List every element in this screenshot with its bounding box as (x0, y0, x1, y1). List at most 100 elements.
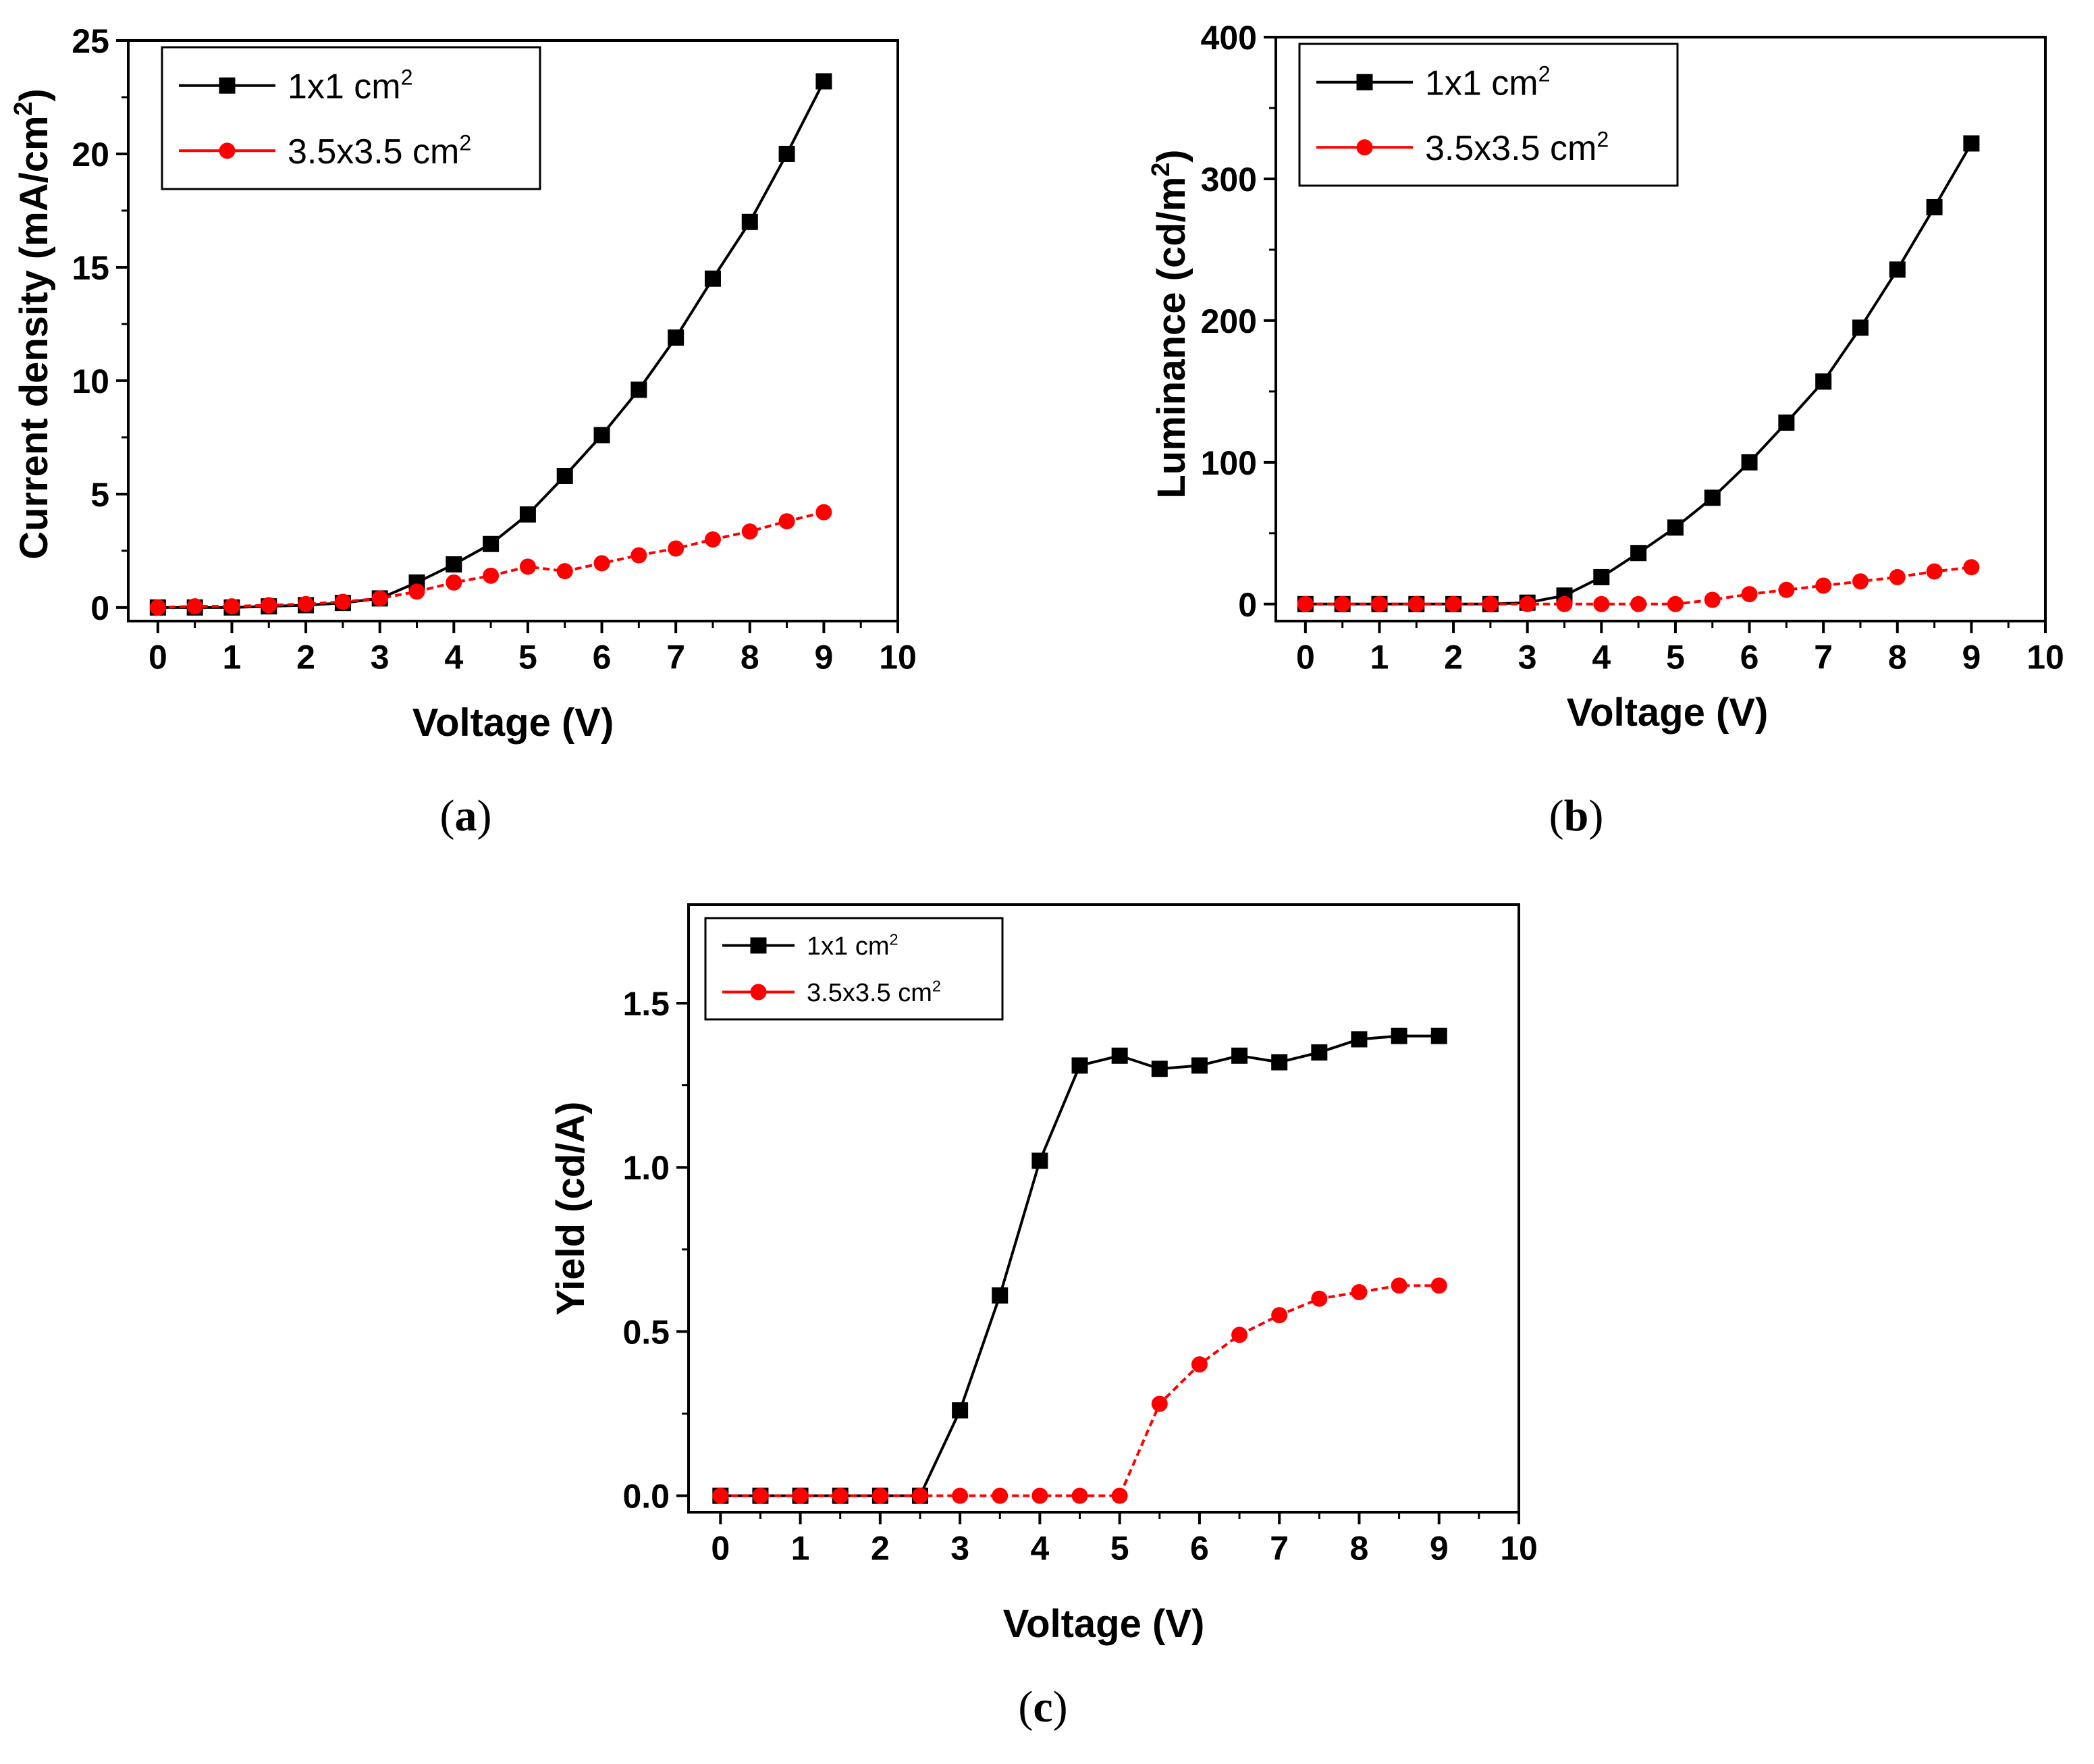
plot-frame (127, 39, 899, 622)
x-axis-title: Voltage (V) (1567, 691, 1769, 734)
data-point (408, 583, 425, 600)
data-point (778, 513, 795, 530)
legend-marker (750, 937, 767, 954)
data-point (1391, 1027, 1407, 1044)
x-tick-label: 10 (879, 639, 917, 676)
data-point (1926, 563, 1943, 580)
data-point (815, 504, 832, 520)
legend-marker (1356, 74, 1373, 90)
y-tick-label: 20 (72, 136, 109, 173)
data-point (712, 1487, 729, 1504)
data-point (1667, 519, 1684, 536)
legend-box (1298, 43, 1679, 187)
series-large-device (712, 1277, 1447, 1504)
data-point (519, 558, 536, 575)
data-point (1667, 595, 1684, 612)
panel-caption: (c) (1018, 1682, 1067, 1732)
panel-caption: (a) (440, 791, 492, 840)
data-point (815, 73, 832, 90)
y-tick-label: 0 (1238, 586, 1257, 624)
data-point (298, 595, 315, 612)
series-line (720, 1034, 1439, 1497)
data-point (792, 1487, 809, 1504)
legend: 1x1 cm2 3.5x3.5 cm2 (1298, 43, 1679, 187)
data-point (1445, 595, 1462, 612)
x-tick-label: 3 (371, 639, 390, 676)
data-point (446, 574, 462, 591)
x-tick-label: 1 (1370, 639, 1389, 676)
data-point (1031, 1152, 1048, 1169)
x-tick-label: 2 (1444, 639, 1463, 676)
data-point (1297, 595, 1314, 612)
data-point (1593, 568, 1610, 585)
series-small-device (712, 1027, 1447, 1504)
data-point (778, 145, 795, 162)
x-tick-label: 2 (871, 1530, 890, 1568)
x-tick-label: 8 (1888, 639, 1907, 676)
data-point (1815, 577, 1832, 594)
data-point (1926, 198, 1943, 215)
data-point (1778, 415, 1795, 431)
data-point (1351, 1284, 1368, 1301)
data-point (519, 506, 536, 523)
data-point (1852, 319, 1869, 336)
data-point (483, 567, 500, 584)
data-point (630, 381, 647, 398)
data-point (911, 1487, 928, 1504)
y-axis-title: Yield (cd/A) (549, 1102, 593, 1316)
data-point (1430, 1027, 1447, 1044)
data-point (1482, 595, 1499, 612)
data-point (149, 599, 166, 616)
legend-marker (219, 77, 236, 94)
data-point (1704, 591, 1721, 608)
data-point (741, 213, 758, 230)
legend: 1x1 cm2 3.5x3.5 cm2 (704, 917, 1004, 1021)
x-tick-label: 9 (814, 639, 833, 676)
data-point (261, 597, 277, 614)
x-tick-label: 7 (666, 639, 685, 676)
series-large-device (1297, 559, 1980, 612)
data-point (483, 535, 500, 552)
legend-marker (1356, 139, 1373, 156)
x-tick-label: 0 (149, 639, 167, 676)
data-point (1815, 373, 1832, 390)
data-point (741, 523, 758, 540)
legend-marker (219, 142, 236, 159)
data-point (1630, 595, 1647, 612)
data-point (668, 540, 684, 557)
data-point (1371, 595, 1388, 612)
data-point (1630, 545, 1647, 562)
data-point (1963, 135, 1980, 152)
series-line (720, 1284, 1439, 1497)
data-point (371, 590, 388, 607)
data-point (992, 1487, 1009, 1504)
data-point (1556, 595, 1573, 612)
y-tick-label: 15 (72, 249, 109, 287)
y-tick-label: 0 (90, 589, 109, 627)
legend-label: 3.5x3.5 cm2 (807, 978, 941, 1007)
chart-a: 0 1 2 3 4 5 6 7 8 9 10 0 5 10 15 20 25 Voltage (V) Current… (9, 22, 917, 840)
data-point (1071, 1057, 1088, 1074)
x-tick-label: 4 (1592, 639, 1611, 676)
y-tick-label: 10 (72, 363, 109, 400)
data-point (1191, 1356, 1208, 1373)
x-tick-label: 8 (1350, 1530, 1369, 1568)
legend-box (704, 917, 1004, 1021)
data-point (1191, 1057, 1208, 1074)
series-line (1305, 142, 1973, 606)
data-point (630, 547, 647, 564)
x-axis-title: Voltage (V) (412, 701, 614, 745)
data-point (1334, 595, 1351, 612)
legend-marker (750, 984, 767, 1000)
data-point (1311, 1044, 1328, 1061)
data-point (1778, 581, 1795, 598)
data-point (1430, 1277, 1447, 1294)
data-point (1963, 559, 1980, 576)
plot-frame (1274, 36, 2047, 622)
legend-box (161, 46, 541, 190)
y-axis-title: Current density (mA/cm2) (9, 88, 56, 560)
data-point (1151, 1395, 1168, 1412)
x-tick-label: 3 (1518, 639, 1537, 676)
